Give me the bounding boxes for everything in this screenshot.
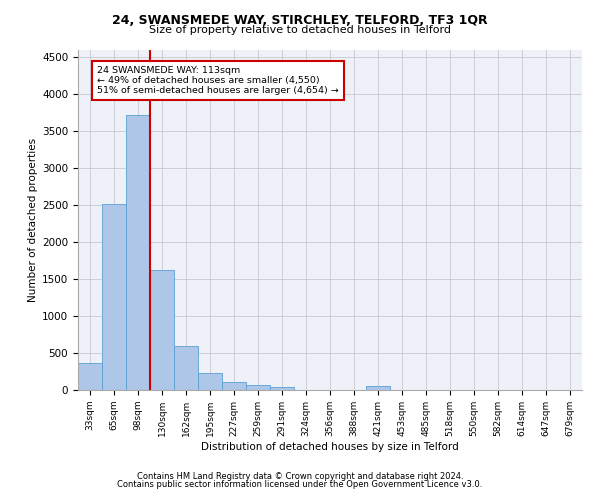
- Text: Size of property relative to detached houses in Telford: Size of property relative to detached ho…: [149, 25, 451, 35]
- Bar: [270, 386, 294, 390]
- Bar: [174, 346, 198, 390]
- Bar: [102, 204, 126, 390]
- Text: 24 SWANSMEDE WAY: 113sqm
← 49% of detached houses are smaller (4,550)
51% of sem: 24 SWANSMEDE WAY: 113sqm ← 49% of detach…: [97, 66, 339, 96]
- Text: 24, SWANSMEDE WAY, STIRCHLEY, TELFORD, TF3 1QR: 24, SWANSMEDE WAY, STIRCHLEY, TELFORD, T…: [112, 14, 488, 27]
- X-axis label: Distribution of detached houses by size in Telford: Distribution of detached houses by size …: [201, 442, 459, 452]
- Bar: [222, 382, 246, 390]
- Y-axis label: Number of detached properties: Number of detached properties: [28, 138, 38, 302]
- Bar: [366, 386, 390, 390]
- Bar: [78, 362, 102, 390]
- Bar: [126, 115, 150, 390]
- Bar: [198, 373, 222, 390]
- Text: Contains public sector information licensed under the Open Government Licence v3: Contains public sector information licen…: [118, 480, 482, 489]
- Bar: [150, 270, 174, 390]
- Text: Contains HM Land Registry data © Crown copyright and database right 2024.: Contains HM Land Registry data © Crown c…: [137, 472, 463, 481]
- Bar: [246, 385, 270, 390]
